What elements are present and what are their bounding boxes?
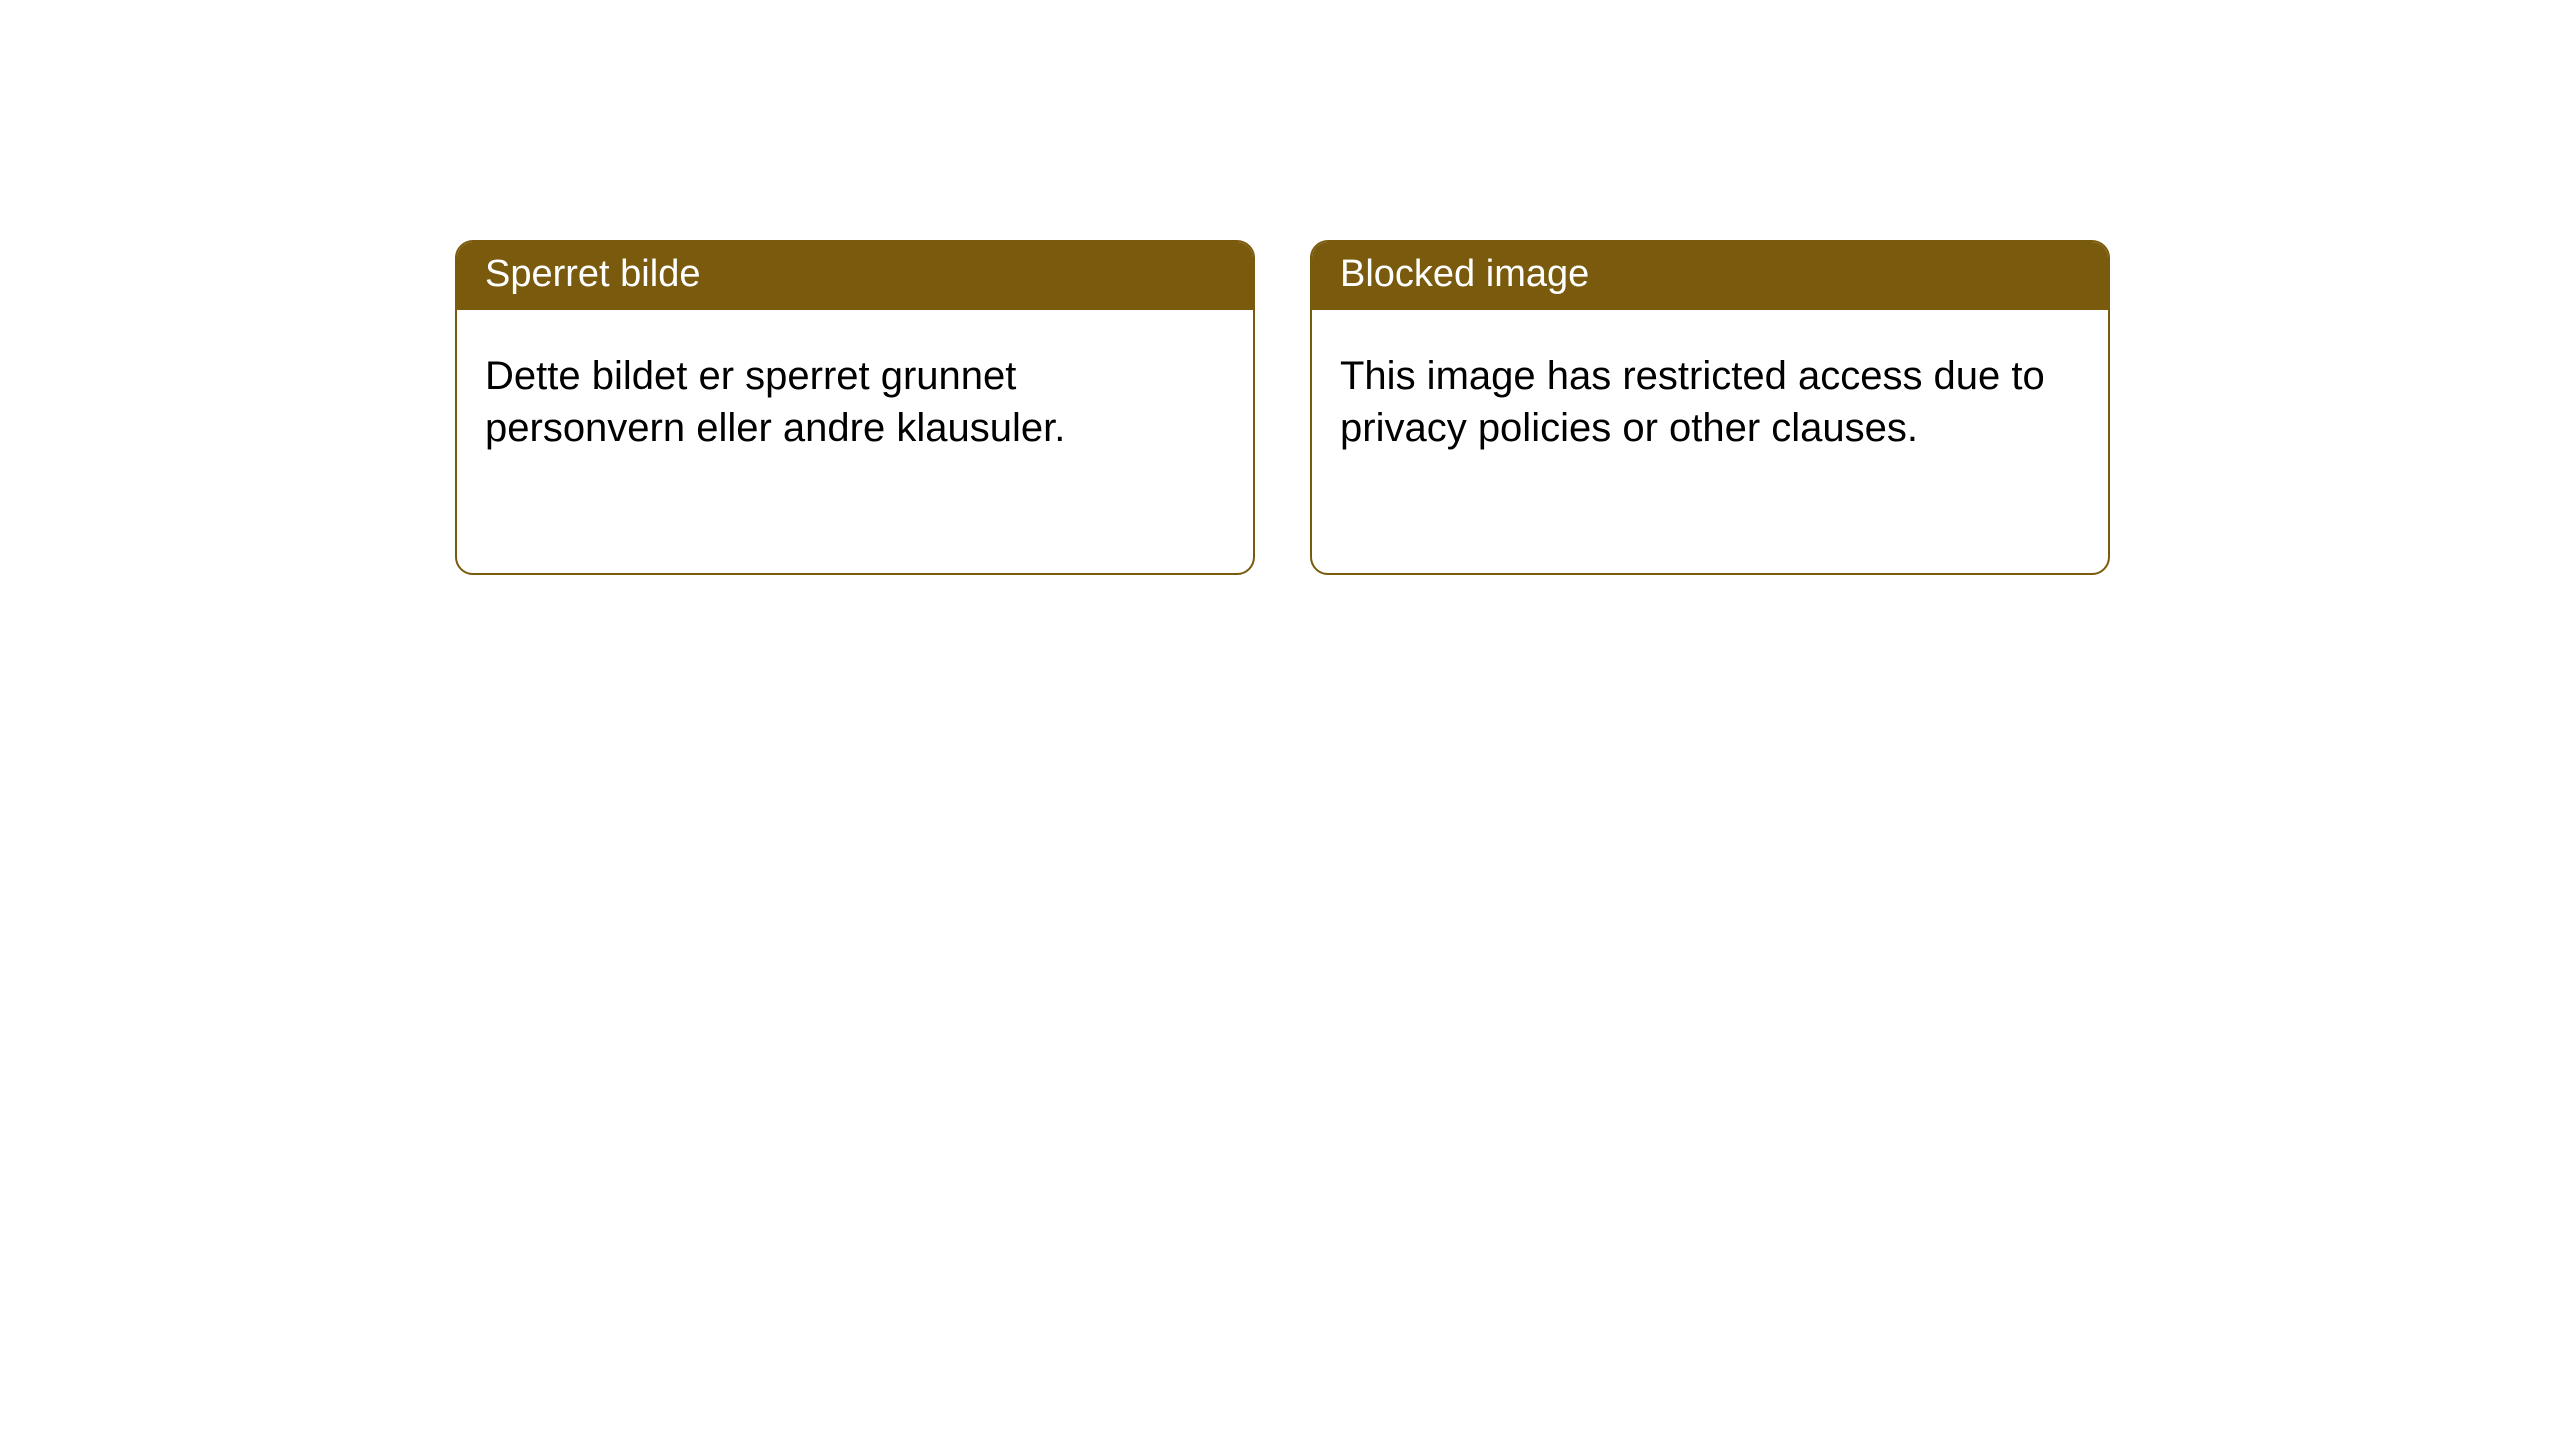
notice-title: Blocked image xyxy=(1312,242,2108,310)
notice-body: This image has restricted access due to … xyxy=(1312,310,2108,482)
notice-container: Sperret bilde Dette bildet er sperret gr… xyxy=(0,0,2560,575)
notice-card-norwegian: Sperret bilde Dette bildet er sperret gr… xyxy=(455,240,1255,575)
notice-card-english: Blocked image This image has restricted … xyxy=(1310,240,2110,575)
notice-title: Sperret bilde xyxy=(457,242,1253,310)
notice-body: Dette bildet er sperret grunnet personve… xyxy=(457,310,1253,482)
